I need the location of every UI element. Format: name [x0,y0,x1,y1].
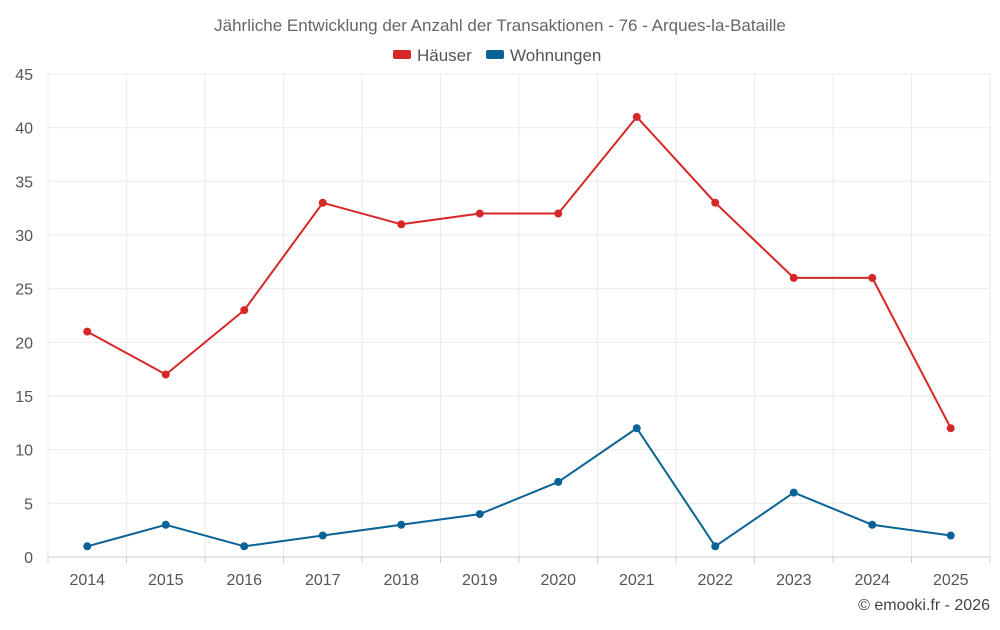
data-point-houses [946,424,955,433]
data-point-apartments [946,531,955,540]
legend-label-houses: Häuser [417,46,472,65]
grid [47,73,991,557]
x-tick-label: 2019 [462,572,498,589]
y-tick-label: 5 [24,496,33,513]
series-line-houses [86,115,952,429]
data-point-apartments [711,542,720,551]
data-point-houses [240,306,249,315]
legend-label-apartments: Wohnungen [510,46,601,65]
y-tick-label: 25 [15,282,33,299]
x-tick-label: 2017 [305,572,341,589]
x-tick-label: 2014 [69,572,105,589]
chart-title: Jährliche Entwicklung der Anzahl der Tra… [214,16,786,35]
data-point-apartments [868,520,877,529]
x-tick-label: 2022 [697,572,733,589]
data-point-apartments [475,510,484,519]
legend-item-houses[interactable]: Häuser [393,46,472,65]
series [83,112,955,551]
x-tick-label: 2024 [854,572,890,589]
data-point-houses [632,112,641,121]
data-point-apartments [240,542,249,551]
x-tick-label: 2016 [226,572,262,589]
x-tick-label: 2015 [148,572,184,589]
data-point-houses [161,370,170,379]
x-tick-label: 2025 [933,572,969,589]
x-tick-label: 2018 [383,572,419,589]
y-tick-label: 40 [15,121,33,138]
x-tick-label: 2021 [619,572,655,589]
x-tick-label: 2020 [540,572,576,589]
data-point-houses [318,198,327,207]
y-tick-label: 20 [15,335,33,352]
data-point-houses [868,273,877,282]
data-point-houses [789,273,798,282]
data-point-apartments [83,542,92,551]
data-point-apartments [397,520,406,529]
data-point-apartments [789,488,798,497]
data-point-houses [711,198,720,207]
data-point-houses [475,209,484,218]
data-point-apartments [318,531,327,540]
data-point-apartments [632,424,641,433]
y-tick-label: 15 [15,389,33,406]
y-tick-label: 45 [15,67,33,84]
data-point-apartments [161,520,170,529]
legend-swatch-apartments [486,50,504,59]
data-point-houses [397,220,406,229]
y-tick-label: 30 [15,228,33,245]
y-tick-label: 10 [15,443,33,460]
data-point-houses [83,327,92,336]
x-tick-label: 2023 [776,572,812,589]
credit-text: © emooki.fr - 2026 [858,597,990,614]
data-point-apartments [554,477,563,486]
y-tick-label: 35 [15,174,33,191]
legend-swatch-houses [393,50,411,59]
legend: Häuser Wohnungen [393,46,601,65]
legend-item-apartments[interactable]: Wohnungen [486,46,601,65]
data-point-houses [554,209,563,218]
y-tick-label: 0 [24,550,33,567]
series-line-apartments [87,427,951,548]
